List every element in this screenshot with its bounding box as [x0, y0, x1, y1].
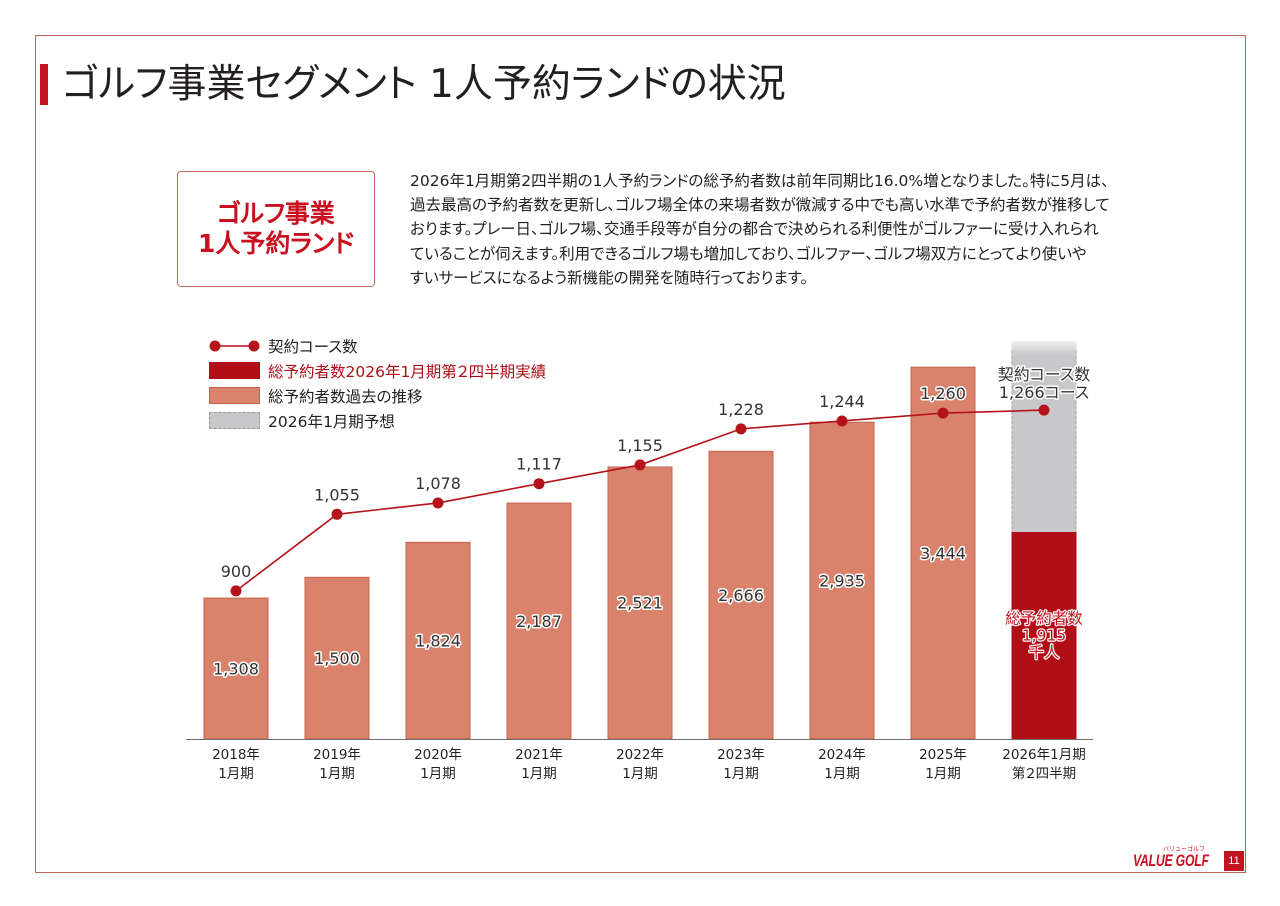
description-paragraph: 2026年1月期第2四半期の1人予約ランドの総予約者数は前年同期比16.0%増と…	[410, 169, 1110, 290]
legend-item-actual-bookings: 総予約者数2026年1月期第２四半期実績	[209, 358, 546, 383]
past-bookings-value-label: 1,308	[213, 659, 259, 678]
legend-label: 総予約者数2026年1月期第２四半期実績	[268, 362, 547, 381]
x-axis-tick-label: 2021年	[515, 747, 563, 763]
past-bookings-bar	[506, 502, 572, 740]
description-line: 2026年1月期第2四半期の1人予約ランドの総予約者数は前年同期比16.0%増と…	[410, 172, 1109, 190]
actual-bookings-bar	[1011, 531, 1077, 739]
contract-courses-marker	[533, 478, 545, 490]
contract-courses-value-label: 1,228	[718, 400, 764, 419]
contract-courses-marker	[1038, 404, 1050, 416]
past-bookings-bar	[809, 421, 875, 740]
x-axis-tick-label: 第２四半期	[1012, 765, 1076, 782]
legend-line-dot	[209, 340, 221, 351]
legend-line-marker-icon	[209, 339, 260, 353]
past-bookings-bar	[708, 450, 774, 740]
past-bookings-bar	[405, 541, 471, 740]
past-bookings-value-label: 2,666	[718, 586, 764, 605]
segment-label-line-1: ゴルフ事業	[217, 199, 335, 228]
legend-label: 2026年1月期予想	[268, 412, 395, 431]
contract-courses-value-label: 1,055	[314, 485, 360, 504]
contract-courses-end-label: 1,266コース	[999, 383, 1089, 402]
chart-marks: 1,308 1,500 1,824 2,187 2,521 2,666 2,935 3,444…	[186, 341, 1093, 782]
legend-item-contract-courses: 契約コース数	[209, 333, 546, 358]
contract-courses-value-label: 1,244	[819, 392, 865, 411]
logo-wordmark: VALUE GOLF	[1133, 851, 1209, 870]
x-axis-tick-label: 2025年	[919, 747, 967, 763]
past-bookings-value-label: 2,935	[819, 571, 865, 590]
legend-label: 契約コース数	[268, 337, 358, 356]
x-axis-tick-label: 1月期	[622, 766, 658, 782]
contract-courses-marker	[937, 407, 949, 419]
slide-frame	[35, 35, 1246, 873]
segment-label-line-2: 1人予約ランド	[197, 229, 355, 258]
past-bookings-bar	[304, 576, 370, 740]
past-bookings-bar	[607, 466, 673, 740]
contract-courses-value-label: 900	[221, 562, 252, 581]
past-bookings-bar	[910, 366, 976, 740]
x-axis-tick-label: 1月期	[420, 766, 456, 782]
contract-courses-marker	[331, 508, 343, 520]
page-title: ゴルフ事業セグメント 1人予約ランドの状況	[62, 62, 786, 107]
actual-bookings-value-label: 総予約者数	[1005, 609, 1083, 627]
contract-courses-value-label: 1,078	[415, 474, 461, 493]
contract-courses-end-label: 契約コース数	[998, 365, 1091, 384]
contract-courses-value-label: 1,260	[920, 384, 966, 403]
past-bookings-value-label: 1,500	[314, 649, 360, 668]
contract-courses-value-label: 1,117	[516, 455, 562, 474]
x-axis-tick-label: 2023年	[717, 747, 765, 763]
description-line: すいサービスになるよう新機能の開発を随時行っております。	[410, 268, 809, 287]
legend-item-forecast: 2026年1月期予想	[209, 408, 546, 433]
x-axis-tick-label: 2024年	[818, 747, 866, 763]
title-accent-bar	[40, 64, 48, 105]
description-line: ていることが伺えます。利用できるゴルフ場も増加しており、ゴルファー、ゴルフ場双方…	[410, 244, 1087, 263]
legend-item-past-bookings: 総予約者数過去の推移	[209, 383, 546, 408]
legend-line-dot	[248, 340, 260, 351]
legend-line-marker-graphic	[209, 340, 260, 351]
actual-bookings-value-label: 1,915	[1022, 626, 1066, 644]
logo-subtext: バリューゴルフ	[1163, 846, 1206, 853]
segment-label-box: ゴルフ事業 1人予約ランド	[177, 171, 375, 287]
past-bookings-value-label: 2,187	[516, 612, 562, 631]
x-axis-tick-label: 2018年	[212, 747, 260, 763]
legend-label: 総予約者数過去の推移	[268, 387, 423, 406]
contract-courses-marker	[432, 497, 444, 509]
x-axis-tick-label: 1月期	[925, 766, 961, 782]
x-axis-tick-label: 1月期	[723, 766, 759, 782]
actual-bookings-value-label: 千人	[1028, 643, 1059, 661]
combo-chart: 1,308 1,500 1,824 2,187 2,521 2,666 2,935 3,444…	[186, 341, 1093, 782]
contract-courses-marker	[836, 415, 848, 427]
page-number: 11	[1224, 851, 1244, 871]
description-line: 過去最高の予約者数を更新し、ゴルフ場全体の来場者数が微減する中でも高い水準で予約…	[410, 196, 1110, 215]
contract-courses-marker	[230, 585, 242, 597]
x-axis-tick-label: 1月期	[218, 766, 254, 782]
description-line: おります。プレー日、ゴルフ場、交通手段等が自分の都合で決められる利便性がゴルファ…	[410, 220, 1099, 239]
chart-legend: 契約コース数 総予約者数2026年1月期第２四半期実績 総予約者数過去の推移 2…	[209, 333, 546, 433]
x-axis-tick-label: 1月期	[319, 766, 355, 782]
x-axis-tick-label: 2022年	[616, 747, 664, 763]
legend-swatch-actual	[209, 362, 260, 379]
past-bookings-value-label: 2,521	[617, 594, 663, 613]
x-axis-tick-label: 1月期	[521, 766, 557, 782]
x-axis-tick-label: 2026年1月期	[1002, 747, 1085, 763]
contract-courses-marker	[735, 423, 747, 435]
past-bookings-value-label: 3,444	[920, 544, 966, 563]
past-bookings-value-label: 1,824	[415, 631, 461, 650]
contract-courses-marker	[634, 459, 646, 471]
value-golf-logo: バリューゴルフ VALUE GOLF	[1133, 846, 1221, 872]
x-axis-tick-label: 1月期	[824, 766, 860, 782]
past-bookings-bar	[203, 597, 269, 740]
x-axis-tick-label: 2019年	[313, 747, 361, 763]
x-axis-tick-label: 2020年	[414, 747, 462, 763]
legend-swatch-forecast	[209, 412, 260, 429]
contract-courses-value-label: 1,155	[617, 436, 663, 455]
legend-swatch-past	[209, 387, 260, 404]
